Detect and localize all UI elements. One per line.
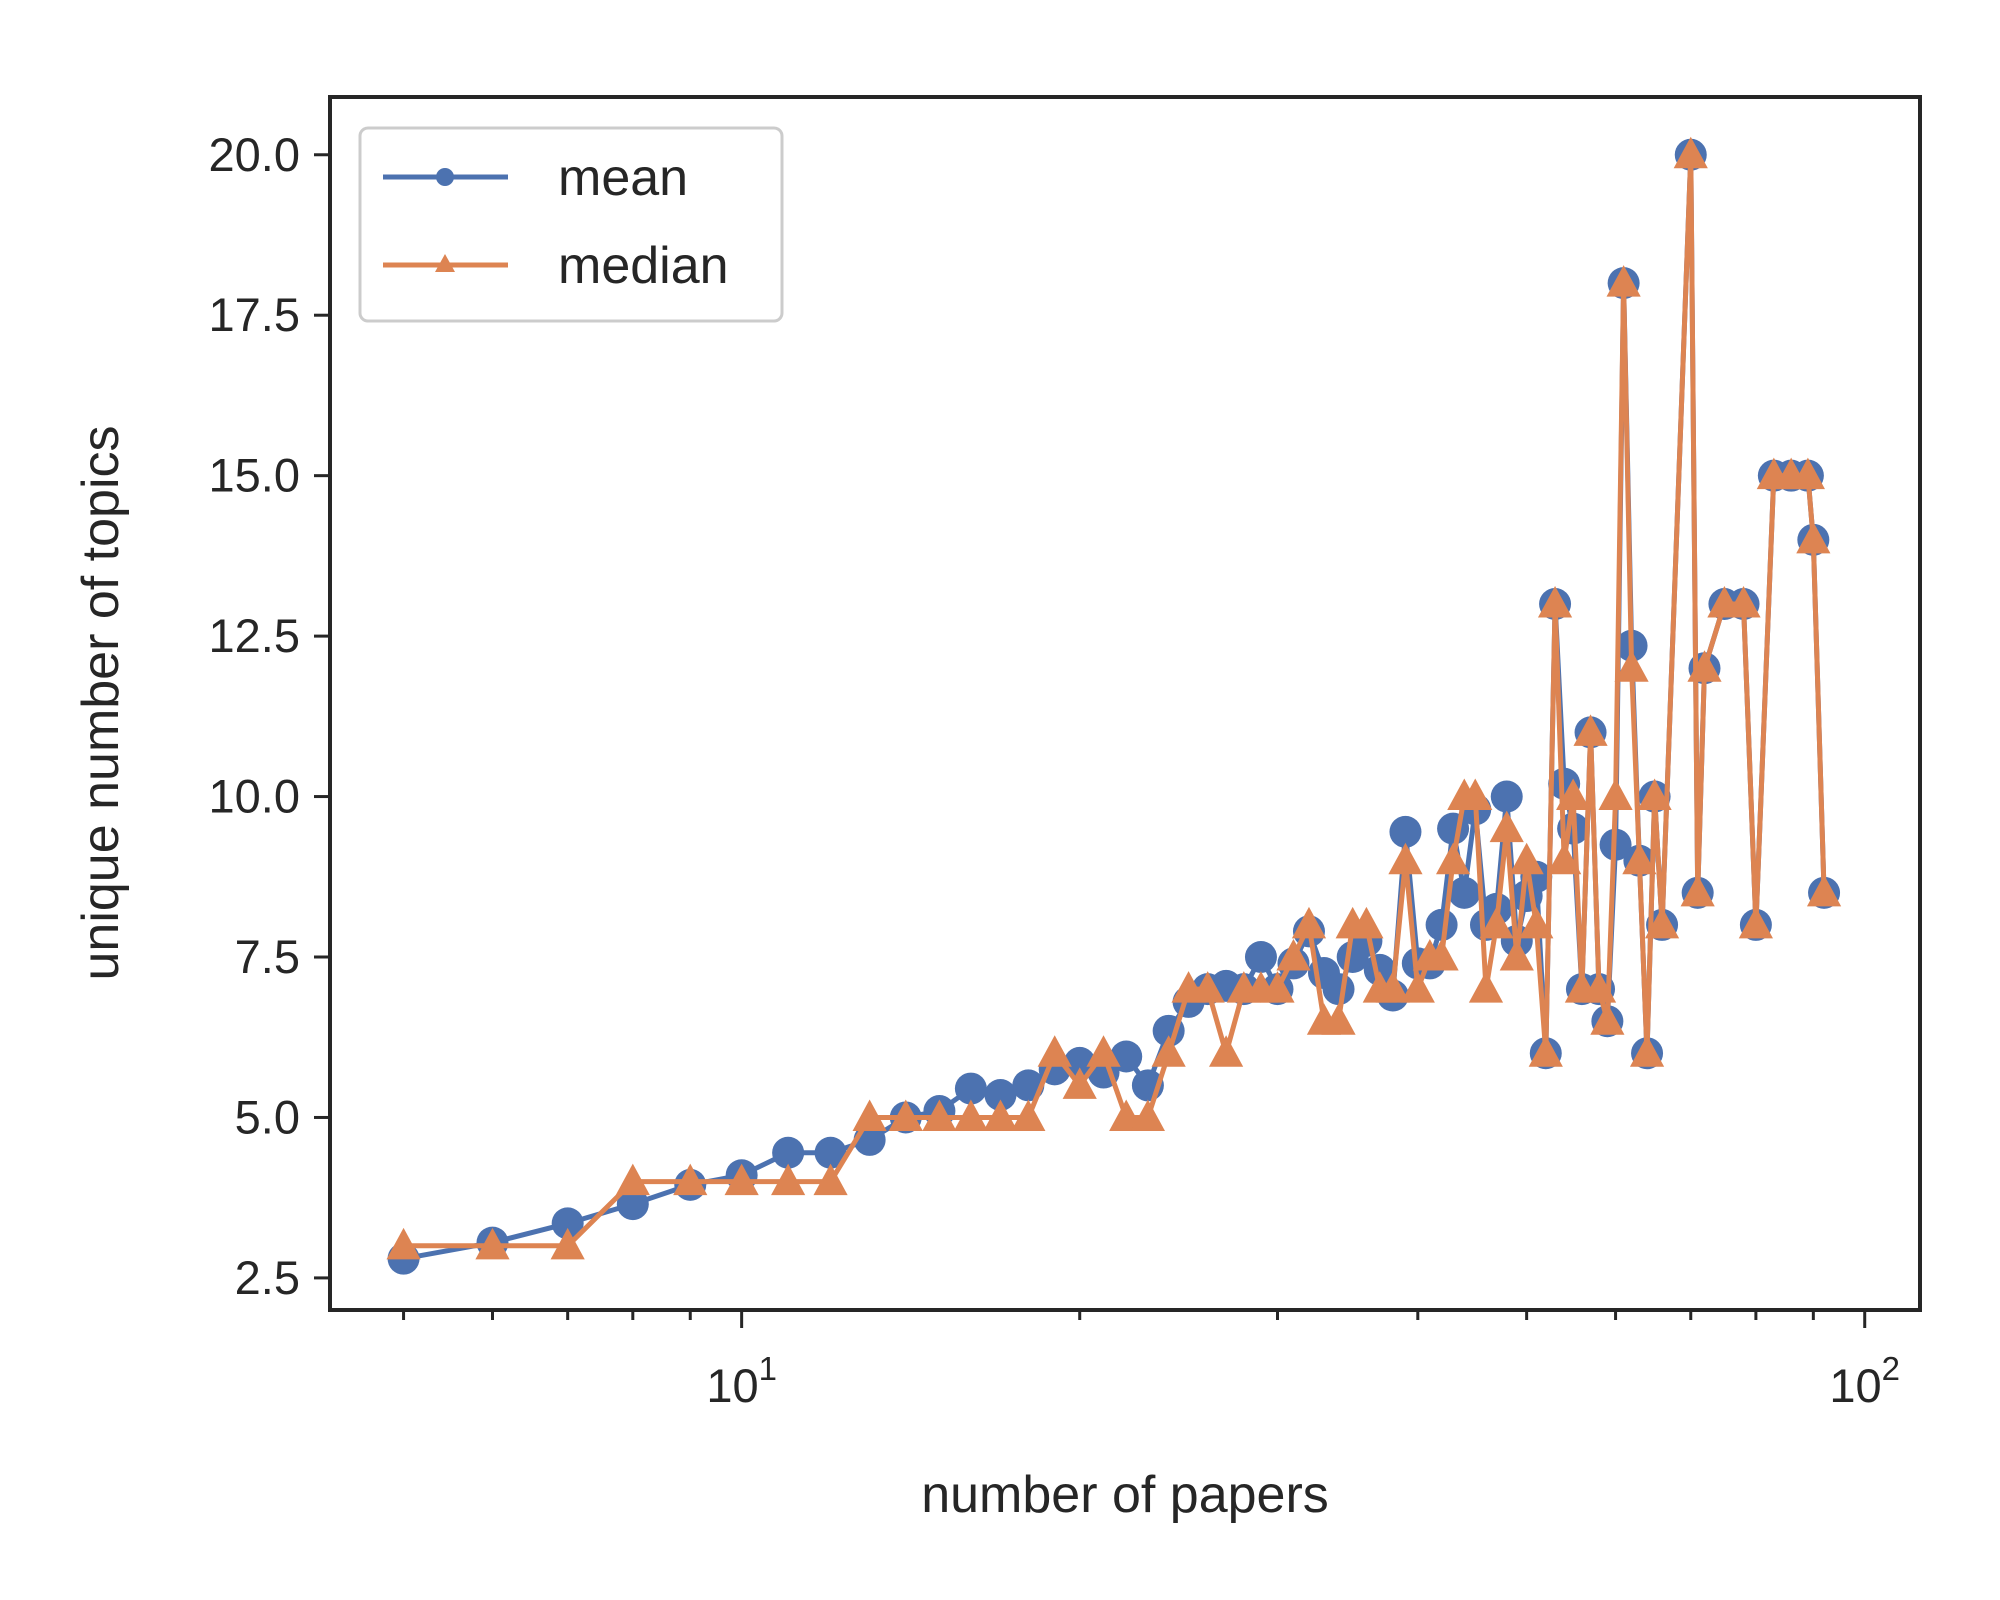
median-point [888, 1099, 923, 1131]
median-point [1581, 971, 1617, 1003]
median-point [1796, 521, 1831, 554]
y-tick-label: 12.5 [209, 609, 300, 662]
median-point [1489, 810, 1524, 843]
mean-point [1490, 780, 1523, 813]
median-point [1458, 778, 1493, 811]
median-point [1190, 971, 1225, 1003]
median-point [1573, 714, 1608, 746]
median-point [771, 1163, 806, 1196]
median-point [1806, 874, 1842, 907]
series-median [386, 136, 1842, 1260]
x-tick-label: 102 [1829, 1350, 1900, 1412]
mean-point [1448, 876, 1481, 909]
y-tick-label: 15.0 [209, 449, 300, 502]
median-point [1644, 906, 1680, 939]
y-tick-label: 7.5 [235, 930, 300, 983]
median-point [1499, 939, 1534, 971]
median-point [1629, 1035, 1665, 1067]
median-point [1547, 842, 1582, 875]
median-point [475, 1227, 510, 1260]
median-point [1209, 1035, 1244, 1067]
median-point [1726, 586, 1761, 618]
median-point [953, 1099, 988, 1131]
median-point [1537, 586, 1573, 618]
mean-point [984, 1078, 1017, 1111]
median-point [852, 1099, 887, 1131]
median-point [1606, 265, 1641, 297]
median-point [1291, 906, 1327, 939]
median-point [922, 1099, 957, 1131]
median-point [1590, 1003, 1625, 1035]
median-point [1424, 939, 1459, 971]
median-point [1130, 1099, 1165, 1131]
median-point [1519, 906, 1554, 939]
median-point [1276, 939, 1311, 971]
median-point [1388, 842, 1423, 875]
y-tick-label: 17.5 [209, 288, 300, 341]
median-point [1151, 1035, 1186, 1067]
y-axis-label: unique number of topics [72, 425, 130, 980]
median-point [1011, 1099, 1046, 1131]
median-point [1062, 1067, 1097, 1099]
mean-point [1425, 908, 1458, 941]
legend-median-marker [435, 254, 455, 272]
median-point [1260, 971, 1295, 1003]
median-point [1509, 842, 1544, 875]
median-point [1528, 1035, 1563, 1067]
median-point [1598, 778, 1633, 811]
y-tick-label: 20.0 [209, 128, 300, 181]
y-tick-label: 2.5 [235, 1251, 300, 1304]
legend-mean-label: mean [558, 149, 688, 207]
median-point [1037, 1035, 1072, 1067]
x-tick-label: 101 [706, 1350, 777, 1412]
median-point [1790, 457, 1825, 490]
median-point [1468, 971, 1504, 1003]
mean-point [1244, 941, 1277, 974]
mean-point [954, 1072, 987, 1105]
median-point [1673, 136, 1708, 169]
median-point [550, 1227, 585, 1260]
legend-mean-marker [436, 168, 454, 186]
plot-frame [328, 95, 1922, 1312]
y-tick-label: 5.0 [235, 1090, 300, 1143]
median-point [673, 1163, 708, 1196]
median-point [1680, 874, 1715, 907]
median-point [1637, 778, 1672, 811]
median-point [1435, 842, 1471, 875]
median-point [1479, 906, 1514, 939]
median-point [1687, 650, 1722, 682]
median-point [724, 1163, 759, 1196]
y-tick-label: 10.0 [209, 770, 300, 823]
median-point [1109, 1099, 1144, 1131]
median-point [615, 1163, 650, 1196]
mean-point [551, 1207, 584, 1240]
median-point [386, 1227, 421, 1260]
mean-point [772, 1136, 805, 1169]
median-point [813, 1163, 848, 1196]
mean-point [616, 1188, 649, 1221]
mean-point [1389, 815, 1422, 848]
median-point [1614, 650, 1649, 682]
ticks-layer: 2.5 5.0 7.5 10.0 12.5 15.0 17.5 20.0 101 102 [209, 128, 1901, 1412]
median-point [1622, 842, 1657, 875]
legend-median-label: median [558, 237, 729, 295]
legend: mean median [358, 126, 784, 323]
mean-point [1322, 973, 1355, 1006]
median-point [1375, 971, 1410, 1003]
median-point [1086, 1035, 1121, 1067]
x-axis-label: number of papers [921, 1466, 1329, 1524]
mean-point [814, 1136, 847, 1169]
median-point [1738, 906, 1773, 939]
median-point [1556, 778, 1591, 811]
median-point [1321, 1003, 1356, 1035]
median-point [1349, 906, 1384, 939]
median-point [983, 1099, 1018, 1131]
median-point [1400, 971, 1435, 1003]
series-layer [386, 136, 1842, 1275]
